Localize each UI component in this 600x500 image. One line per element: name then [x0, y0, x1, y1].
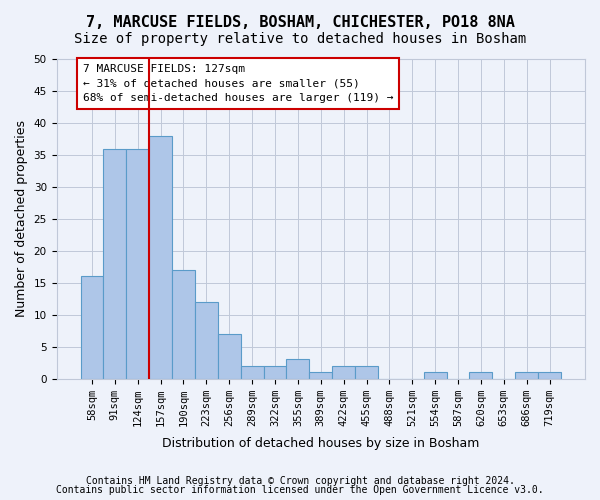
- Bar: [286, 360, 310, 378]
- Bar: [515, 372, 538, 378]
- X-axis label: Distribution of detached houses by size in Bosham: Distribution of detached houses by size …: [162, 437, 479, 450]
- Text: 7, MARCUSE FIELDS, BOSHAM, CHICHESTER, PO18 8NA: 7, MARCUSE FIELDS, BOSHAM, CHICHESTER, P…: [86, 15, 514, 30]
- Bar: [195, 302, 218, 378]
- Bar: [241, 366, 263, 378]
- Bar: [469, 372, 493, 378]
- Bar: [218, 334, 241, 378]
- Text: Size of property relative to detached houses in Bosham: Size of property relative to detached ho…: [74, 32, 526, 46]
- Bar: [149, 136, 172, 378]
- Bar: [424, 372, 446, 378]
- Bar: [103, 148, 127, 378]
- Bar: [332, 366, 355, 378]
- Bar: [310, 372, 332, 378]
- Y-axis label: Number of detached properties: Number of detached properties: [15, 120, 28, 318]
- Text: Contains public sector information licensed under the Open Government Licence v3: Contains public sector information licen…: [56, 485, 544, 495]
- Bar: [172, 270, 195, 378]
- Bar: [127, 148, 149, 378]
- Text: 7 MARCUSE FIELDS: 127sqm
← 31% of detached houses are smaller (55)
68% of semi-d: 7 MARCUSE FIELDS: 127sqm ← 31% of detach…: [83, 64, 394, 104]
- Bar: [355, 366, 378, 378]
- Bar: [263, 366, 286, 378]
- Bar: [538, 372, 561, 378]
- Bar: [80, 276, 103, 378]
- Text: Contains HM Land Registry data © Crown copyright and database right 2024.: Contains HM Land Registry data © Crown c…: [86, 476, 514, 486]
